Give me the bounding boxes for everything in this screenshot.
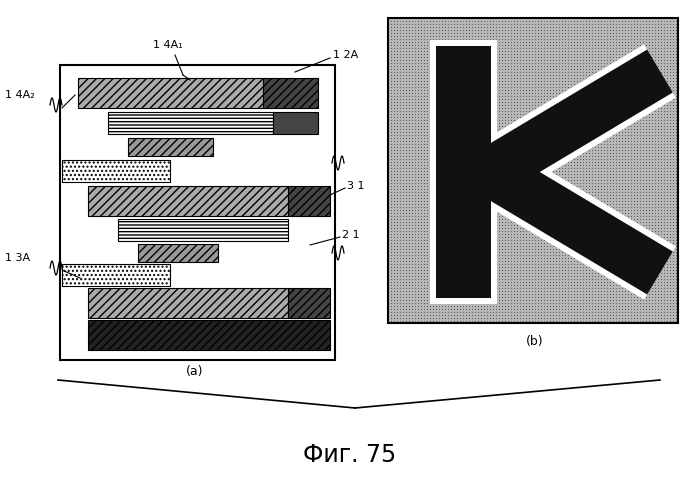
Text: 1 4A₂: 1 4A₂: [5, 90, 35, 100]
Text: (b): (b): [526, 335, 544, 348]
Bar: [288, 288, 330, 318]
Bar: [263, 78, 318, 108]
Text: 2 1: 2 1: [342, 230, 359, 240]
Bar: [273, 112, 318, 134]
Bar: [62, 160, 170, 182]
Bar: [88, 320, 330, 350]
Bar: [88, 288, 288, 318]
Text: 1 2A: 1 2A: [333, 50, 359, 60]
Bar: [78, 78, 263, 108]
Text: Фиг. 75: Фиг. 75: [303, 443, 396, 467]
Text: 3 1: 3 1: [347, 181, 364, 191]
Bar: [128, 138, 213, 156]
Bar: [108, 112, 273, 134]
Bar: [288, 186, 330, 216]
Bar: [388, 18, 678, 323]
Bar: [60, 65, 335, 360]
Polygon shape: [478, 151, 673, 294]
Bar: [430, 40, 497, 304]
Bar: [138, 244, 218, 262]
Bar: [436, 46, 491, 298]
Polygon shape: [478, 49, 673, 194]
Text: 1 4A₁: 1 4A₁: [153, 40, 183, 50]
Polygon shape: [475, 45, 676, 198]
Text: (a): (a): [186, 365, 203, 378]
Bar: [62, 264, 170, 286]
Text: 1 3A: 1 3A: [5, 253, 30, 263]
Bar: [88, 186, 288, 216]
Polygon shape: [475, 145, 676, 300]
Bar: [118, 219, 288, 241]
